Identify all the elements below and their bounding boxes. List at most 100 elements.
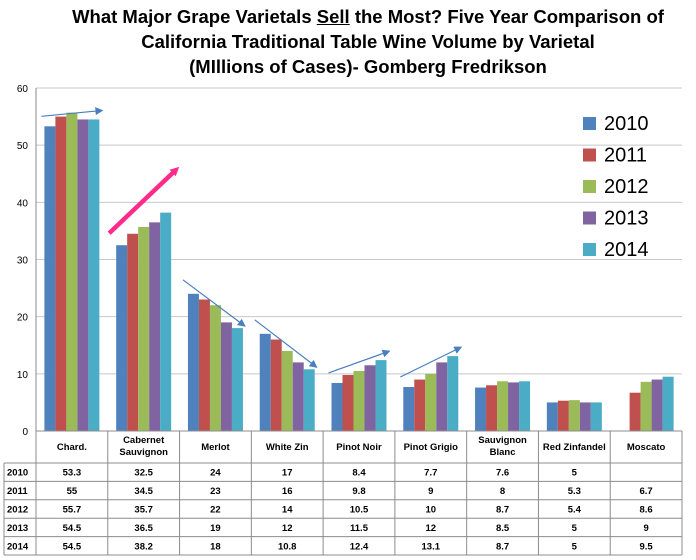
bar [138,226,150,431]
legend-label: 2012 [604,176,649,198]
bar [640,381,652,431]
y-tick-label: 50 [17,141,29,152]
table-cell-value: 9 [643,523,648,534]
bar [149,222,161,431]
bar [88,119,100,432]
table-row-label: 2010 [7,468,28,479]
legend-swatch [583,180,596,193]
table-cell-value: 9.5 [640,541,654,552]
category-label: Chard. [57,442,87,453]
table-cell-value: 5.4 [568,505,582,516]
category-label: Blanc [490,447,516,458]
table-cell-value: 55 [67,486,78,497]
bar [519,381,531,431]
trend-arrow-down [254,319,318,368]
chart-title-line-3: (MIllions of Cases)- Gomberg Fredrikson [189,56,547,77]
table-cell-value: 12 [282,523,293,534]
legend-swatch [583,117,596,130]
table-cell-value: 13.1 [422,541,441,552]
bar [403,386,415,431]
category-label: Pinot Grigio [404,442,459,453]
table-cell-value: 55.7 [63,505,82,516]
legend-label: 2014 [604,239,649,261]
category-label: Sauvignon [119,447,168,458]
bar [187,293,199,431]
bar [116,245,128,431]
table-cell-value: 5 [572,468,578,479]
bar [475,387,487,431]
y-tick-label: 20 [17,313,29,324]
table-row-label: 2011 [7,486,28,497]
bar [436,362,448,431]
y-tick-label: 60 [17,84,29,95]
bar [486,385,498,431]
bar [160,212,172,431]
table-cell-value: 18 [210,541,221,552]
bar [579,402,591,431]
table-row-label: 2012 [7,505,28,516]
legend-label: 2011 [604,145,647,167]
y-tick-label: 30 [17,256,29,267]
trend-arrow-up [41,107,104,117]
trend-arrow-up [400,346,463,378]
table-cell-value: 8.6 [640,505,653,516]
table-cell-value: 10.5 [350,505,369,516]
bar [353,370,365,431]
y-axis: 0 10 20 30 40 50 60 [17,84,37,438]
table-cell-value: 36.5 [134,523,153,534]
bar [447,356,459,431]
table-cell-value: 5.3 [568,486,581,497]
table-cell-value: 19 [210,523,221,534]
table-cell-value: 17 [282,468,293,479]
title-line-1-start: What Major Grape Varietals [72,6,317,27]
y-tick-label: 10 [17,370,29,381]
bar [220,322,232,431]
table-cell-value: 54.5 [63,541,82,552]
table-cell-value: 23 [210,486,221,497]
table-cell-value: 35.7 [134,505,153,516]
table-cell-value: 9 [428,486,433,497]
table-cell-value: 8.7 [496,505,509,516]
category-label: Cabernet [123,435,165,446]
trend-arrow-down [182,279,246,327]
table-cell-value: 16 [282,486,293,497]
table-cell-value: 38.2 [134,541,153,552]
title-line-1-end: the Most? Five Year Comparison of [349,6,664,27]
category-label: Red Zinfandel [543,442,606,453]
category-label: Moscato [627,442,666,453]
table-cell-value: 11.5 [350,523,369,534]
bar [209,305,221,431]
bars [44,112,674,432]
legend-swatch [583,148,596,162]
table-cell-value: 8.4 [352,468,366,479]
table-cell-value: 34.5 [134,486,153,497]
bar [127,233,139,431]
table-cell-value: 6.7 [640,486,653,497]
bar [590,402,602,431]
bar [651,379,663,431]
table-cell-value: 8 [500,486,505,497]
legend-swatch [583,211,596,225]
table-cell-value: 7.6 [496,468,509,479]
table-cell-value: 12 [425,523,436,534]
table-row-label: 2014 [7,541,29,552]
table-cell-value: 8.7 [496,541,509,552]
bar [44,126,56,431]
category-label: White Zin [266,442,309,453]
bar [662,376,674,431]
bar [303,369,315,431]
bar [342,374,354,431]
table-cell-value: 32.5 [134,468,153,479]
bar [364,365,376,431]
bar [546,402,558,431]
table-row-label: 2013 [7,523,28,534]
bar [568,400,580,431]
category-label: Pinot Noir [336,442,382,453]
bar [497,381,509,431]
chart-title-line-2: California Traditional Table Wine Volume… [141,31,595,52]
table-cell-value: 5 [572,541,578,552]
legend-swatch [583,243,596,256]
table-cell-value: 10 [425,505,436,516]
